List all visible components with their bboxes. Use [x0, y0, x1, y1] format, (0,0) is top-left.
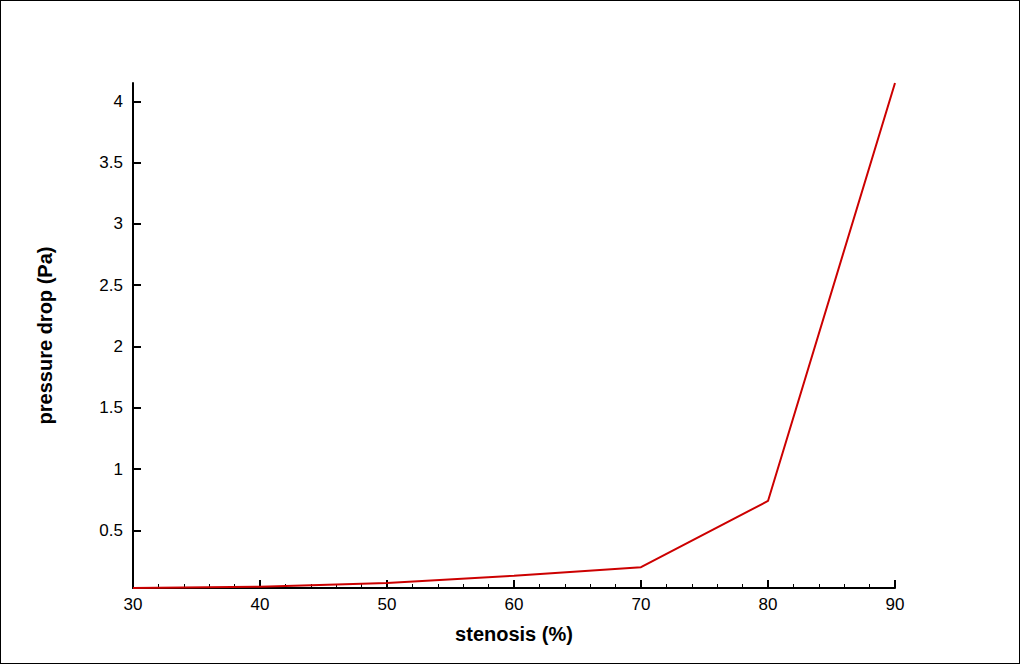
svg-text:0.5: 0.5 — [99, 521, 123, 540]
svg-text:2: 2 — [114, 337, 123, 356]
svg-text:4: 4 — [114, 92, 123, 111]
svg-text:3: 3 — [114, 214, 123, 233]
svg-text:stenosis (%): stenosis (%) — [455, 623, 573, 645]
svg-text:pressure drop (Pa): pressure drop (Pa) — [34, 247, 56, 425]
svg-text:80: 80 — [759, 595, 778, 614]
svg-text:60: 60 — [505, 595, 524, 614]
svg-text:30: 30 — [124, 595, 143, 614]
svg-text:3.5: 3.5 — [99, 153, 123, 172]
svg-text:90: 90 — [886, 595, 905, 614]
svg-text:1.5: 1.5 — [99, 398, 123, 417]
svg-text:40: 40 — [251, 595, 270, 614]
svg-text:1: 1 — [114, 460, 123, 479]
svg-text:50: 50 — [378, 595, 397, 614]
svg-text:2.5: 2.5 — [99, 276, 123, 295]
svg-text:70: 70 — [632, 595, 651, 614]
